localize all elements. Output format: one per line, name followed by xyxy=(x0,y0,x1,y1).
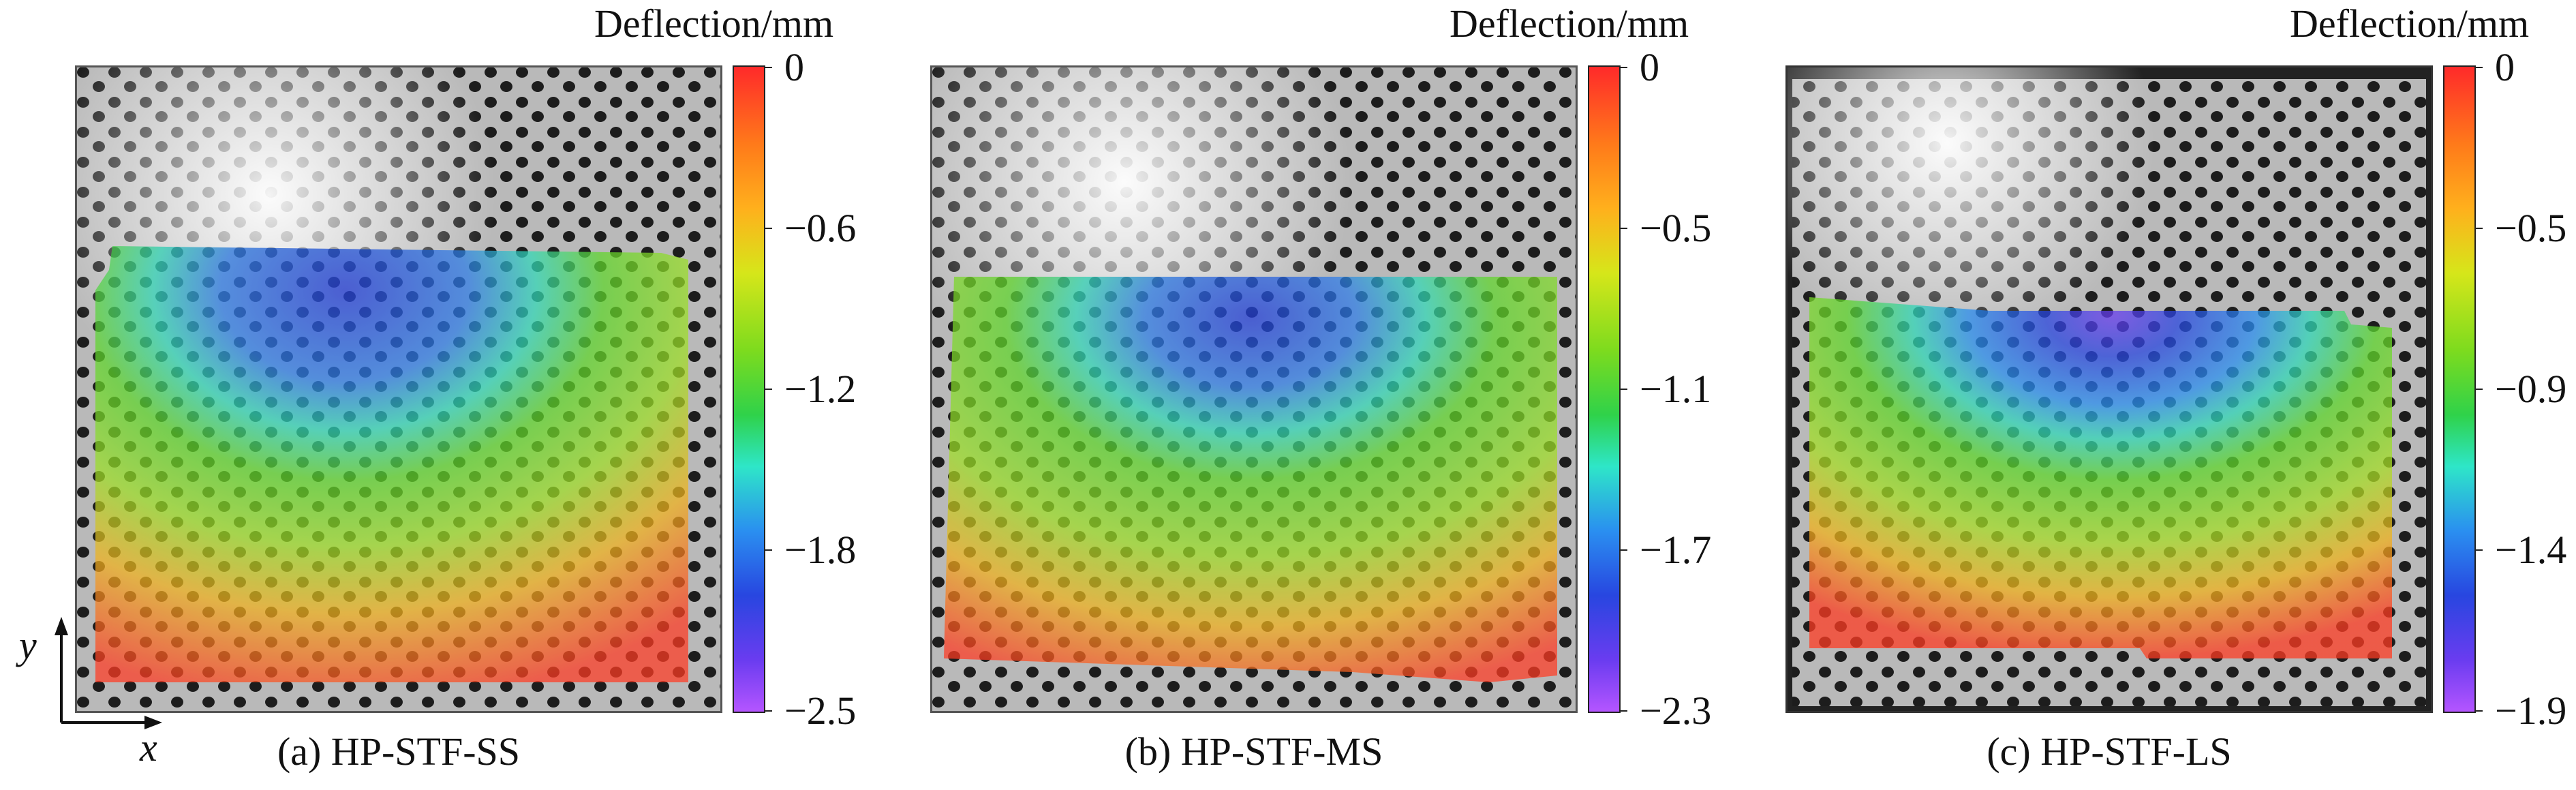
deflection-photo-b xyxy=(930,65,1578,713)
deflection-photo-a xyxy=(75,65,722,713)
y-axis-label: y xyxy=(19,623,37,667)
colorbar-title: Deflection/mm xyxy=(594,1,834,46)
colorbar-tick-label: −1.9 xyxy=(2495,688,2567,733)
colorbar-title: Deflection/mm xyxy=(1450,1,1689,46)
panel-caption: (b) HP-STF-MS xyxy=(1124,729,1383,774)
colorbar-a: 0 −0.6 −1.2 −1.8 −2.5 xyxy=(733,48,856,731)
panel-b: 0 −0.5 −1.1 −1.7 −2.3 Deflection/mm (b) … xyxy=(855,0,1711,790)
colorbar-tick-label: −0.9 xyxy=(2495,367,2567,411)
colorbar-tick-label: 0 xyxy=(2495,45,2515,89)
colorbar-tick-label: −2.5 xyxy=(784,688,857,733)
colorbar-c: 0 −0.5 −0.9 −1.4 −1.9 xyxy=(2443,48,2566,731)
panel-a: 0 −0.6 −1.2 −1.8 −2.5 Deflection/mm (a) … xyxy=(0,0,856,790)
colorbar-tick-label: −1.4 xyxy=(2495,528,2567,572)
axes-arrows xyxy=(55,617,162,729)
colorbar-tick-label: −0.5 xyxy=(1640,206,1712,250)
colorbar-b: 0 −0.5 −1.1 −1.7 −2.3 xyxy=(1588,48,1711,731)
colorbar-tick-label: −1.8 xyxy=(784,528,857,572)
colorbar-tick-label: −2.3 xyxy=(1640,688,1712,733)
colorbar-tick-label: −1.1 xyxy=(1640,367,1712,411)
coordinate-axes: y x xyxy=(14,613,164,768)
x-axis-label: x xyxy=(140,725,157,770)
colorbar-title: Deflection/mm xyxy=(2290,1,2530,46)
colorbar-tick-label: −1.2 xyxy=(784,367,857,411)
panel-c: 0 −0.5 −0.9 −1.4 −1.9 Deflection/mm (c) … xyxy=(1711,0,2566,790)
colorbar-tick-label: 0 xyxy=(784,45,804,89)
deflection-photo-c xyxy=(1785,65,2433,713)
colorbar-tick-label: 0 xyxy=(1640,45,1659,89)
colorbar-tick-label: −0.5 xyxy=(2495,206,2567,250)
panel-caption: (c) HP-STF-LS xyxy=(1987,729,2232,774)
panel-caption: (a) HP-STF-SS xyxy=(277,729,521,774)
colorbar-tick-label: −1.7 xyxy=(1640,528,1712,572)
colorbar-tick-label: −0.6 xyxy=(784,206,857,250)
